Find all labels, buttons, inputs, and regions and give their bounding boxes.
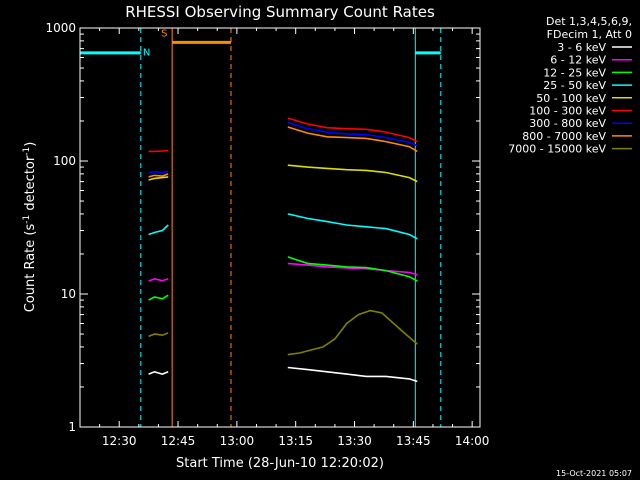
series-line	[148, 176, 169, 181]
legend-header-line-1: Det 1,3,4,5,6,9,	[546, 15, 632, 28]
y-tick-label: 1000	[45, 21, 76, 35]
x-tick-label: 12:45	[161, 434, 196, 448]
legend-entry-label: 6 - 12 keV	[550, 54, 606, 67]
legend-entry-label: 3 - 6 keV	[557, 41, 606, 54]
y-tick-label: 1	[68, 420, 76, 434]
state-marker-label: N	[143, 48, 150, 59]
x-tick-label: 13:15	[278, 434, 313, 448]
series-line	[287, 121, 418, 147]
series-line	[148, 173, 169, 178]
x-tick-label: 12:30	[102, 434, 137, 448]
series-line	[148, 294, 169, 301]
series-line	[148, 224, 169, 236]
series-line	[148, 332, 169, 338]
x-axis-label: Start Time (28-Jun-10 12:20:02)	[176, 456, 384, 471]
plot-frame	[79, 27, 481, 428]
series-line	[287, 213, 418, 240]
footer-date: 15-Oct-2021 05:07	[556, 469, 632, 478]
legend-entry-label: 800 - 7000 keV	[522, 130, 606, 143]
series-line	[287, 164, 418, 183]
series-line	[287, 262, 418, 276]
x-tick-label: 13:00	[220, 434, 255, 448]
legend-header-line-2: FDecim 1, Att 0	[547, 28, 632, 41]
x-tick-label: 13:30	[337, 434, 372, 448]
chart-title: RHESSI Observing Summary Count Rates	[125, 3, 435, 21]
x-tick-label: 13:45	[396, 434, 431, 448]
axes: 12:30 12:45 13:00 13:15 13:30 13:45 14:00 1 10 10…	[45, 21, 489, 448]
plot-content: NS	[79, 28, 442, 427]
legend-entry-label: 100 - 300 keV	[529, 105, 606, 118]
y-axis-label: Count Rate (s-1 detector-1)	[22, 142, 38, 313]
legend-entry-label: 7000 - 15000 keV	[508, 143, 606, 156]
legend: Det 1,3,4,5,6,9, FDecim 1, Att 0 3 - 6 k…	[508, 15, 632, 156]
y-tick-label: 100	[53, 154, 76, 168]
series-line	[287, 126, 418, 153]
legend-entry-label: 50 - 100 keV	[536, 92, 606, 105]
x-tick-label: 14:00	[455, 434, 490, 448]
series-line	[287, 117, 418, 143]
series-line	[287, 366, 418, 383]
series-line	[287, 256, 418, 282]
series-line	[148, 149, 169, 153]
series-line	[148, 170, 169, 174]
state-marker-label: S	[161, 29, 167, 40]
series-line	[148, 370, 169, 375]
series-line	[287, 309, 418, 356]
legend-entry-label: 25 - 50 keV	[543, 79, 606, 92]
y-tick-label: 10	[61, 287, 76, 301]
series-line	[148, 277, 169, 282]
legend-entry-label: 300 - 800 keV	[529, 117, 606, 130]
legend-entry-label: 12 - 25 keV	[543, 66, 606, 79]
